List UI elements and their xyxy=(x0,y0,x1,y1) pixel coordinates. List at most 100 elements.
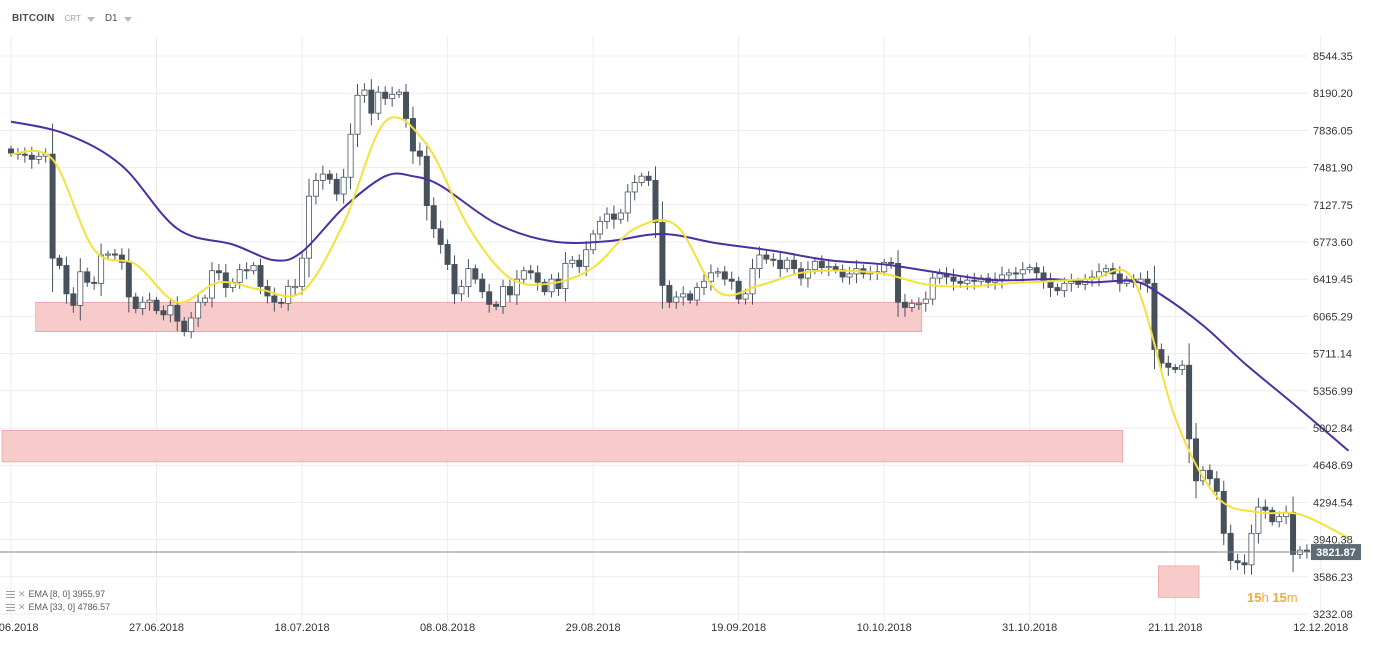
candle-bullish[interactable] xyxy=(285,286,292,304)
candle-bearish[interactable] xyxy=(1165,362,1172,368)
candle-bullish[interactable] xyxy=(714,271,721,274)
candle-bullish[interactable] xyxy=(202,297,209,303)
candle-bearish[interactable] xyxy=(1206,469,1213,480)
candle-bearish[interactable] xyxy=(541,281,548,293)
candle-bearish[interactable] xyxy=(645,175,652,181)
candle-bearish[interactable] xyxy=(84,271,91,283)
candle-bullish[interactable] xyxy=(638,175,645,183)
candle-bullish[interactable] xyxy=(749,268,756,295)
candle-bullish[interactable] xyxy=(673,296,680,303)
candle-bullish[interactable] xyxy=(811,260,818,271)
candle-bearish[interactable] xyxy=(423,155,430,207)
candle-bearish[interactable] xyxy=(576,259,583,267)
candle-bearish[interactable] xyxy=(895,262,902,303)
candle-bullish[interactable] xyxy=(347,133,354,178)
candle-bearish[interactable] xyxy=(1234,560,1241,564)
candle-bearish[interactable] xyxy=(1186,364,1193,440)
candle-bullish[interactable] xyxy=(583,249,590,267)
candle-bullish[interactable] xyxy=(1102,268,1109,273)
candle-bearish[interactable] xyxy=(1033,267,1040,274)
candle-bearish[interactable] xyxy=(901,301,908,308)
candle-bearish[interactable] xyxy=(479,278,486,293)
candle-bearish[interactable] xyxy=(63,265,70,295)
candle-bearish[interactable] xyxy=(257,265,264,287)
candle-bullish[interactable] xyxy=(458,286,465,295)
candle-bearish[interactable] xyxy=(368,89,375,114)
candle-bearish[interactable] xyxy=(111,253,118,256)
candle-bearish[interactable] xyxy=(791,259,798,270)
candle-bullish[interactable] xyxy=(250,265,257,272)
candle-bullish[interactable] xyxy=(998,274,1005,280)
candle-bullish[interactable] xyxy=(354,94,361,135)
candle-bearish[interactable] xyxy=(1172,366,1179,370)
candle-bullish[interactable] xyxy=(195,301,202,319)
candle-bearish[interactable] xyxy=(888,261,895,264)
candle-bearish[interactable] xyxy=(1116,273,1123,284)
candle-bullish[interactable] xyxy=(188,317,195,333)
candle-bullish[interactable] xyxy=(631,182,638,193)
candle-bearish[interactable] xyxy=(222,272,229,288)
candle-bullish[interactable] xyxy=(624,191,631,214)
candle-bullish[interactable] xyxy=(936,273,943,279)
candle-bullish[interactable] xyxy=(389,93,396,99)
candle-bearish[interactable] xyxy=(91,281,98,284)
candle-bullish[interactable] xyxy=(319,173,326,181)
candle-bearish[interactable] xyxy=(215,270,222,274)
candle-bearish[interactable] xyxy=(555,278,562,289)
candle-bullish[interactable] xyxy=(680,293,687,298)
candle-bearish[interactable] xyxy=(527,270,534,274)
candle-bearish[interactable] xyxy=(382,91,389,99)
candle-bearish[interactable] xyxy=(770,258,777,261)
candle-bearish[interactable] xyxy=(1012,272,1019,275)
candle-bearish[interactable] xyxy=(451,264,458,295)
candle-bearish[interactable] xyxy=(56,257,63,266)
indicator-settings-icon[interactable] xyxy=(6,604,15,611)
candle-bullish[interactable] xyxy=(846,273,853,278)
candle-bullish[interactable] xyxy=(98,254,105,284)
candle-bullish[interactable] xyxy=(756,254,763,270)
candle-bullish[interactable] xyxy=(707,272,714,282)
candle-bullish[interactable] xyxy=(1005,272,1012,276)
candle-bearish[interactable] xyxy=(652,180,659,223)
candle-bearish[interactable] xyxy=(49,153,56,259)
candle-bearish[interactable] xyxy=(839,269,846,278)
candle-bearish[interactable] xyxy=(486,291,493,305)
candle-bearish[interactable] xyxy=(1262,506,1269,511)
candle-bullish[interactable] xyxy=(500,286,507,307)
candle-bearish[interactable] xyxy=(271,295,278,303)
candle-bullish[interactable] xyxy=(694,287,701,301)
candle-bearish[interactable] xyxy=(1213,478,1220,492)
candle-bearish[interactable] xyxy=(687,293,694,301)
candle-bearish[interactable] xyxy=(818,260,825,268)
candle-bearish[interactable] xyxy=(777,259,784,270)
candle-bullish[interactable] xyxy=(139,301,146,309)
candle-bullish[interactable] xyxy=(340,176,347,195)
candle-bearish[interactable] xyxy=(728,278,735,282)
candle-bullish[interactable] xyxy=(548,278,555,293)
candle-bearish[interactable] xyxy=(444,244,451,265)
chart-style-dropdown[interactable]: CRT xyxy=(65,14,95,23)
candle-bearish[interactable] xyxy=(333,178,340,195)
candle-bearish[interactable] xyxy=(7,148,14,154)
candle-bearish[interactable] xyxy=(1158,349,1165,364)
candle-bullish[interactable] xyxy=(396,91,403,95)
candle-bullish[interactable] xyxy=(617,212,624,220)
candle-bullish[interactable] xyxy=(236,269,243,283)
candle-bullish[interactable] xyxy=(1026,267,1033,271)
timeframe-dropdown[interactable]: D1 xyxy=(105,13,132,24)
candle-bullish[interactable] xyxy=(603,213,610,222)
candle-bullish[interactable] xyxy=(167,305,174,316)
candle-bearish[interactable] xyxy=(326,173,333,180)
candle-bullish[interactable] xyxy=(465,268,472,287)
candle-bearish[interactable] xyxy=(506,286,513,296)
candle-bullish[interactable] xyxy=(1019,269,1026,275)
candle-bullish[interactable] xyxy=(701,280,708,288)
candle-bullish[interactable] xyxy=(908,302,915,308)
candle-bearish[interactable] xyxy=(1227,532,1234,562)
candle-bearish[interactable] xyxy=(472,268,479,280)
candle-bearish[interactable] xyxy=(403,91,410,119)
candle-bearish[interactable] xyxy=(181,320,188,333)
candle-bullish[interactable] xyxy=(881,261,888,273)
